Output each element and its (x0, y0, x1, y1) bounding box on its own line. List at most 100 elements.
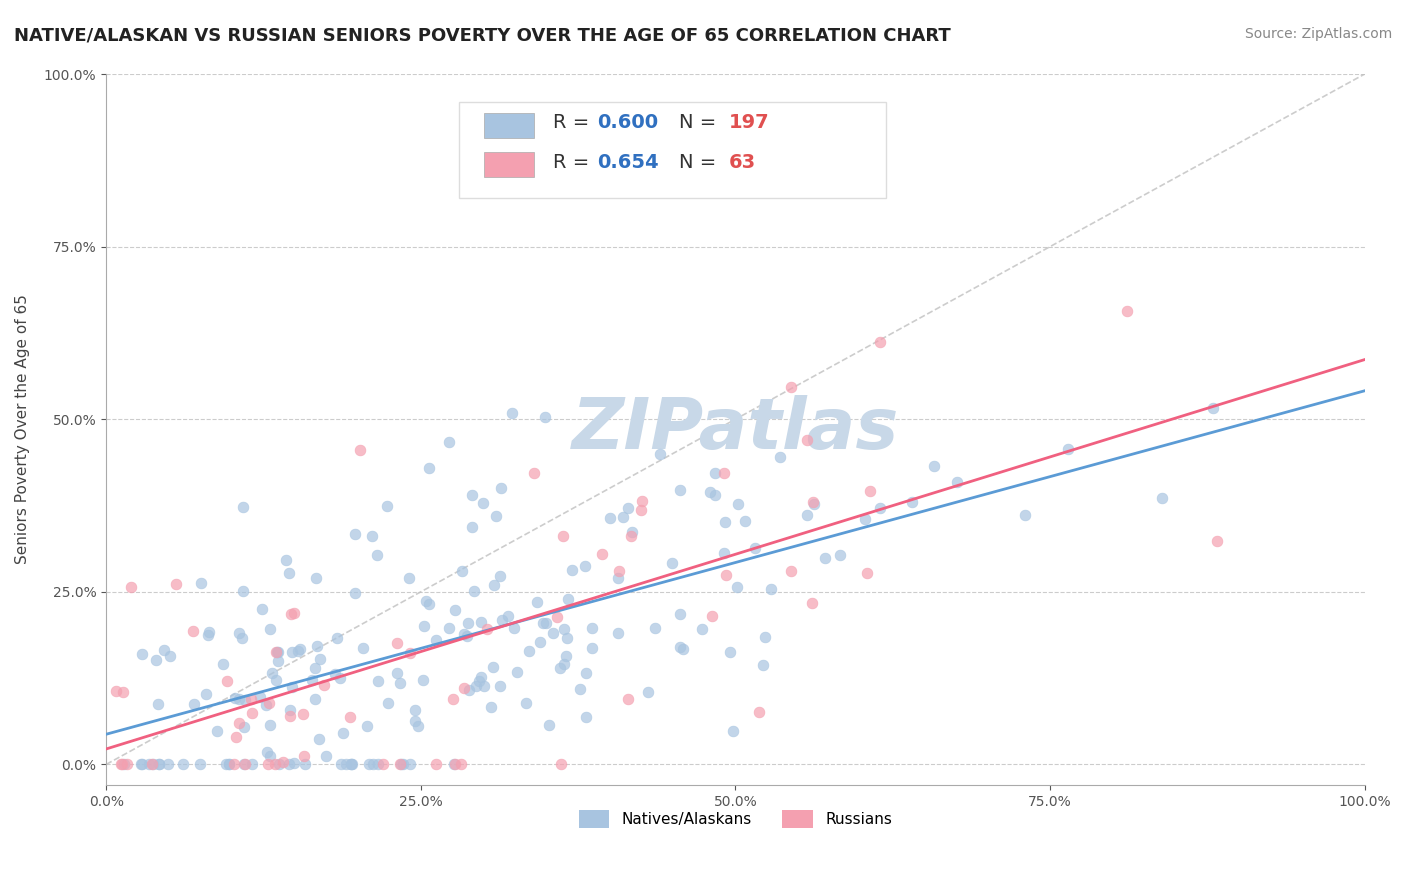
Point (291, 707, 314, 722)
Point (503, 621, 526, 635)
Point (526, 594, 548, 608)
Point (796, 433, 818, 447)
Point (308, 732, 330, 747)
Point (546, 610, 568, 624)
Point (228, 715, 250, 730)
Point (1014, 508, 1036, 522)
Point (145, 652, 167, 666)
Point (599, 511, 621, 525)
Point (389, 676, 412, 690)
Point (329, 757, 352, 772)
Point (314, 678, 336, 692)
Point (468, 674, 491, 689)
Point (278, 566, 301, 581)
Point (418, 460, 440, 475)
Point (304, 661, 326, 675)
Point (373, 757, 395, 772)
Point (748, 705, 770, 719)
Point (481, 660, 503, 674)
Point (283, 606, 305, 620)
Point (713, 546, 735, 560)
Point (232, 500, 254, 515)
Point (233, 720, 256, 734)
Point (441, 692, 464, 706)
Point (141, 757, 163, 772)
Point (437, 621, 460, 635)
Point (555, 648, 578, 663)
Point (561, 563, 583, 577)
Point (856, 566, 879, 580)
Point (489, 680, 512, 694)
Point (363, 757, 385, 772)
Point (278, 703, 301, 717)
Point (412, 673, 434, 688)
Point (398, 757, 420, 772)
Point (754, 630, 776, 644)
Point (404, 703, 426, 717)
Point (260, 665, 283, 680)
Point (718, 645, 741, 659)
Point (453, 681, 475, 696)
Point (734, 514, 756, 528)
Point (425, 633, 447, 648)
Point (232, 583, 254, 598)
FancyBboxPatch shape (484, 113, 534, 138)
Point (264, 673, 287, 687)
Point (479, 699, 502, 714)
Point (550, 757, 572, 772)
Point (464, 679, 486, 693)
Point (575, 665, 598, 680)
Point (256, 745, 278, 759)
Point (388, 757, 411, 772)
Point (477, 622, 499, 636)
Point (198, 625, 221, 640)
Point (553, 622, 575, 636)
Point (869, 334, 891, 349)
Point (769, 450, 792, 465)
Point (515, 696, 537, 710)
Point (859, 484, 882, 499)
Point (398, 571, 420, 585)
Point (672, 641, 695, 656)
Point (519, 643, 541, 657)
Point (344, 586, 367, 600)
Point (637, 685, 659, 699)
Point (305, 639, 328, 653)
Text: 0.600: 0.600 (598, 113, 658, 132)
Point (225, 730, 247, 744)
Legend: Natives/Alaskans, Russians: Natives/Alaskans, Russians (572, 804, 898, 834)
Point (280, 607, 302, 621)
Point (222, 757, 245, 772)
Point (342, 757, 364, 772)
Point (437, 435, 460, 450)
Point (257, 757, 280, 772)
Point (264, 645, 287, 659)
Point (484, 578, 506, 592)
Point (557, 631, 579, 645)
Point (553, 529, 575, 543)
Point (294, 748, 316, 763)
Point (620, 528, 643, 542)
Point (557, 591, 579, 606)
Point (352, 641, 374, 656)
Point (339, 710, 361, 724)
Point (287, 644, 309, 658)
Point (218, 757, 240, 772)
Point (699, 484, 721, 499)
Point (751, 658, 773, 673)
Point (269, 757, 291, 772)
Point (197, 628, 219, 642)
Point (257, 696, 280, 710)
Point (294, 757, 316, 772)
Point (630, 503, 652, 517)
Point (153, 643, 176, 657)
Text: R =: R = (553, 113, 596, 132)
Point (404, 714, 426, 728)
Point (569, 682, 592, 697)
Point (443, 757, 465, 772)
Point (249, 690, 271, 704)
Point (661, 557, 683, 571)
Point (335, 757, 357, 772)
Point (280, 708, 302, 723)
Point (228, 626, 250, 640)
